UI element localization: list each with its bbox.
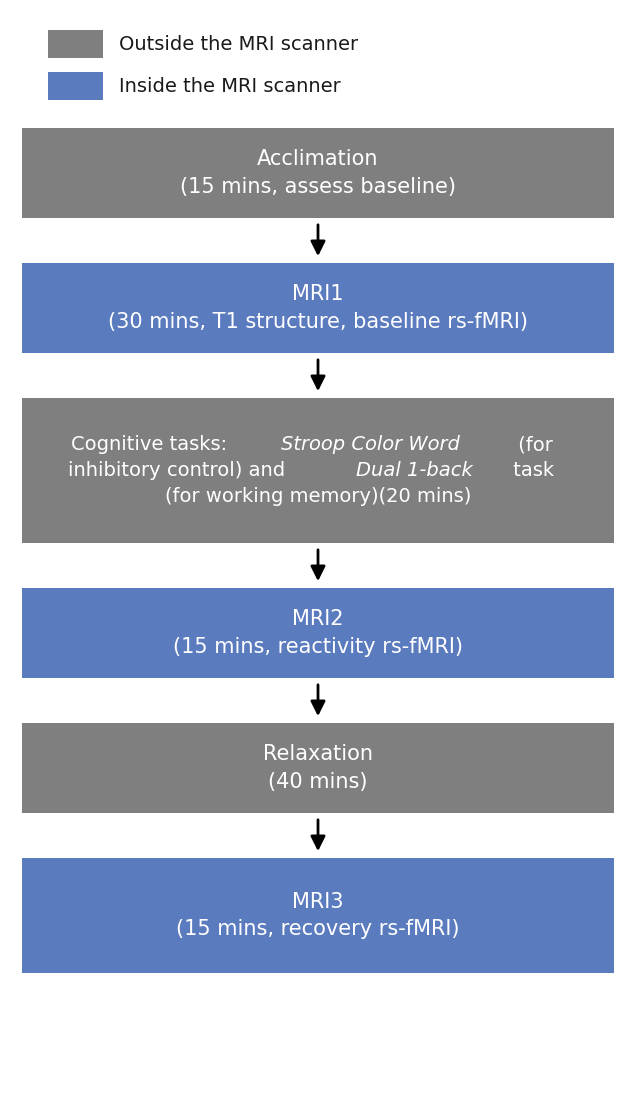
Text: Stroop Color Word: Stroop Color Word <box>281 435 460 454</box>
Text: Outside the MRI scanner: Outside the MRI scanner <box>119 34 358 54</box>
Text: (15 mins, recovery rs-fMRI): (15 mins, recovery rs-fMRI) <box>176 920 460 940</box>
Text: (30 mins, T1 structure, baseline rs-fMRI): (30 mins, T1 structure, baseline rs-fMRI… <box>108 312 528 332</box>
Bar <box>22 588 614 678</box>
Text: (for: (for <box>512 435 553 454</box>
Text: MRI1: MRI1 <box>293 285 343 304</box>
Text: (40 mins): (40 mins) <box>268 771 368 792</box>
Bar <box>48 73 103 100</box>
Bar <box>22 723 614 813</box>
Text: Relaxation: Relaxation <box>263 744 373 764</box>
Text: Acclimation: Acclimation <box>257 149 379 169</box>
Bar <box>22 858 614 973</box>
Text: (for working memory)(20 mins): (for working memory)(20 mins) <box>165 487 471 506</box>
Text: (15 mins, reactivity rs-fMRI): (15 mins, reactivity rs-fMRI) <box>173 637 463 657</box>
Bar <box>22 127 614 218</box>
Text: Inside the MRI scanner: Inside the MRI scanner <box>119 77 341 96</box>
Text: Dual 1-back: Dual 1-back <box>356 460 473 480</box>
Bar <box>48 30 103 58</box>
Text: Cognitive tasks:: Cognitive tasks: <box>71 435 234 454</box>
Text: MRI2: MRI2 <box>293 609 343 629</box>
Text: (15 mins, assess baseline): (15 mins, assess baseline) <box>180 177 456 197</box>
Bar <box>22 263 614 353</box>
Text: MRI3: MRI3 <box>293 891 343 912</box>
Text: task: task <box>507 460 554 480</box>
Bar <box>22 398 614 543</box>
Text: inhibitory control) and: inhibitory control) and <box>68 460 291 480</box>
